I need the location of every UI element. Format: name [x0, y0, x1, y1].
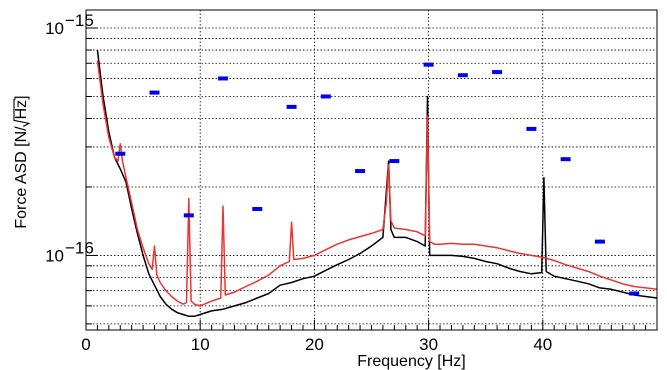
series-line-2: [96, 60, 658, 307]
svg-text:Force ASD [N/Hz]: Force ASD [N/Hz]: [13, 95, 30, 228]
marker-point: [457, 73, 468, 78]
y-tick-label-exponent: −15: [65, 11, 94, 30]
marker-point: [183, 213, 194, 218]
y-tick-label-exponent: −16: [65, 238, 94, 257]
marker-point: [526, 126, 537, 131]
marker-point: [252, 207, 263, 212]
marker-point: [320, 94, 331, 99]
sqrt-symbol-path: [13, 98, 31, 127]
x-tick-label: 10: [191, 335, 210, 354]
marker-point: [218, 76, 229, 81]
x-axis-title: Frequency [Hz]: [357, 353, 465, 370]
marker-point: [423, 62, 434, 67]
y-axis-title-prefix: Force ASD [N/: [13, 126, 30, 229]
marker-point: [594, 239, 605, 244]
y-axis-title: Force ASD [N/Hz]: [13, 95, 31, 229]
series-line-1: [96, 49, 658, 318]
y-axis-title-radicand: Hz: [13, 100, 30, 120]
series-layer: [96, 49, 658, 318]
marker-point: [115, 151, 126, 156]
marker-point: [355, 169, 366, 174]
x-tick-labels: 0 10 20 30 40: [81, 335, 552, 354]
marker-point: [492, 70, 503, 75]
marker-point: [286, 104, 297, 109]
x-tick-label: 40: [533, 335, 552, 354]
sqrt-symbol: [13, 98, 31, 127]
marker-point: [389, 159, 400, 164]
x-tick-label: 0: [81, 335, 90, 354]
y-tick-label: 10: [45, 246, 64, 265]
axis-ticks: [85, 27, 658, 330]
x-tick-label: 20: [305, 335, 324, 354]
grid-lines: [86, 10, 657, 330]
y-axis-title-suffix: ]: [13, 95, 30, 99]
marker-point: [629, 291, 640, 296]
marker-point: [560, 157, 571, 162]
marker-point: [149, 90, 160, 95]
x-tick-label: 30: [419, 335, 438, 354]
y-tick-label: 10: [45, 19, 64, 38]
